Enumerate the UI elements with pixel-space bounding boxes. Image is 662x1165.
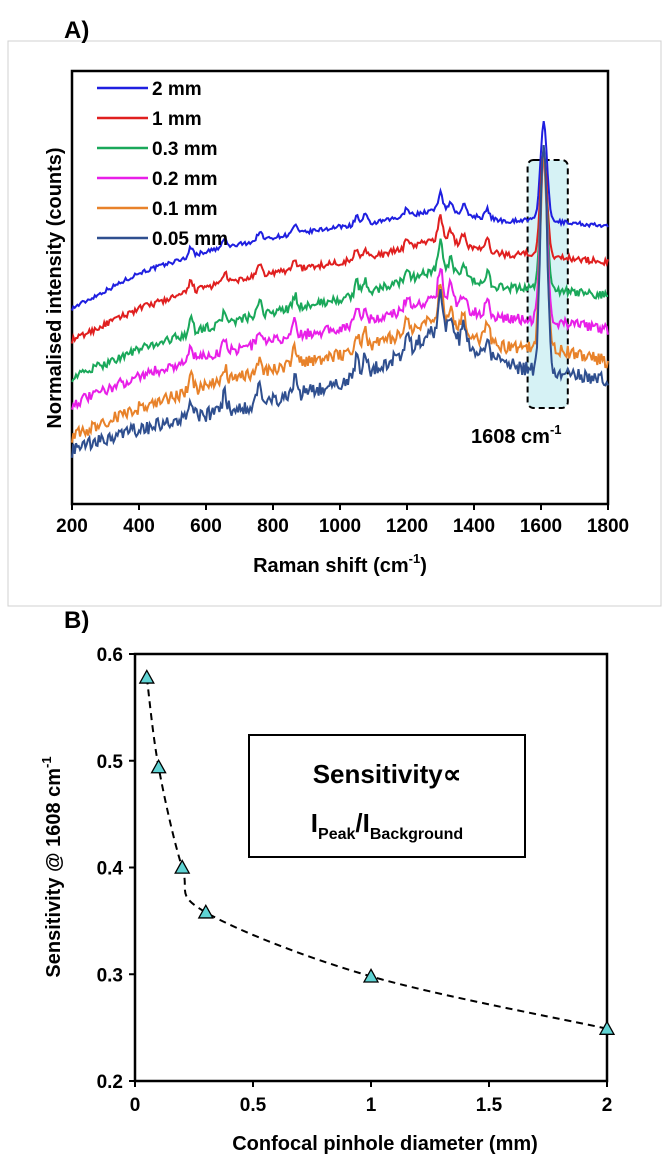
x-tick-label-a: 400	[123, 516, 155, 537]
x-tick-label-a: 200	[56, 516, 88, 537]
annotation-line-1: Sensitivity∝	[313, 759, 462, 789]
spectrum-line	[71, 147, 609, 411]
y-tick-label-b: 0.2	[97, 1072, 123, 1093]
data-point-triangle	[197, 903, 214, 919]
x-axis-a-label: Raman shift (cm-1)	[253, 551, 427, 577]
x-tick-label-a: 1000	[319, 516, 361, 537]
x-tick-label-b: 2	[602, 1095, 613, 1116]
x-tick-label-a: 1800	[587, 516, 629, 537]
legend-label: 1 mm	[152, 109, 202, 130]
panel-a-label: A)	[64, 17, 89, 44]
y-tick-label-b: 0.4	[97, 859, 124, 880]
x-tick-label-a: 800	[257, 516, 289, 537]
spectrum-line	[71, 151, 609, 344]
plot-b-axes-box	[133, 652, 609, 1083]
data-point-triangle	[138, 669, 155, 684]
x-tick-label-b: 1.5	[476, 1095, 503, 1116]
legend-label: 0.3 mm	[152, 139, 217, 160]
y-axis-a-label: Normalised intensity (counts)	[44, 147, 66, 428]
legend-label: 0.05 mm	[152, 229, 228, 250]
data-points	[138, 669, 616, 1035]
spectrum-line	[71, 153, 609, 443]
x-tick-label-b: 0.5	[240, 1095, 267, 1116]
y-tick-label-b: 0.6	[97, 645, 123, 666]
spectrum-line	[71, 120, 609, 311]
legend-label: 2 mm	[152, 79, 202, 100]
y-axis-b-label: Sensitivity @ 1608 cm-1	[39, 756, 65, 977]
legend-a: 2 mm 1 mm 0.3 mm 0.2 mm 0.1 mm 0.05 mm	[97, 79, 228, 250]
annotation-line-2: IPeak/IBackground	[311, 808, 463, 843]
data-point-triangle	[150, 758, 167, 774]
legend-label: 0.1 mm	[152, 199, 217, 220]
peak-annotation: 1608 cm-1	[471, 422, 562, 448]
legend-label: 0.2 mm	[152, 169, 217, 190]
x-tick-label-b: 1	[366, 1095, 377, 1116]
x-tick-label-a: 1400	[453, 516, 495, 537]
x-tick-label-b: 0	[130, 1095, 141, 1116]
spectra-lines	[71, 120, 609, 458]
x-tick-label-a: 1600	[520, 516, 562, 537]
y-tick-label-b: 0.5	[97, 752, 124, 773]
x-axis-b-label: Confocal pinhole diameter (mm)	[232, 1133, 538, 1155]
y-axis-b-ticks: 0.2 0.3 0.4 0.5 0.6	[97, 645, 135, 1093]
data-point-triangle	[362, 968, 380, 983]
data-point-triangle	[598, 1020, 616, 1035]
spectrum-line	[71, 145, 609, 458]
panel-a: A) 2 mm 1 mm 0.3 mm 0.2 mm 0.1 mm 0.05 mm 200…	[7, 17, 662, 607]
panel-b: B) 0.2 0.3 0.4 0.5 0.6 0 0.5 1 1.5 2 Sensitivity…	[39, 607, 616, 1155]
annotation-box	[248, 734, 526, 858]
y-tick-label-b: 0.3	[97, 965, 123, 986]
x-axis-a-ticks: 200 400 600 800 1000 1200 1400 1600 1800	[56, 504, 629, 537]
spectrum-line	[71, 157, 608, 383]
data-point-triangle	[174, 859, 191, 874]
panel-b-label: B)	[64, 607, 89, 634]
x-tick-label-a: 1200	[386, 516, 428, 537]
x-axis-b-ticks: 0 0.5 1 1.5 2	[130, 1081, 613, 1116]
x-tick-label-a: 600	[190, 516, 222, 537]
